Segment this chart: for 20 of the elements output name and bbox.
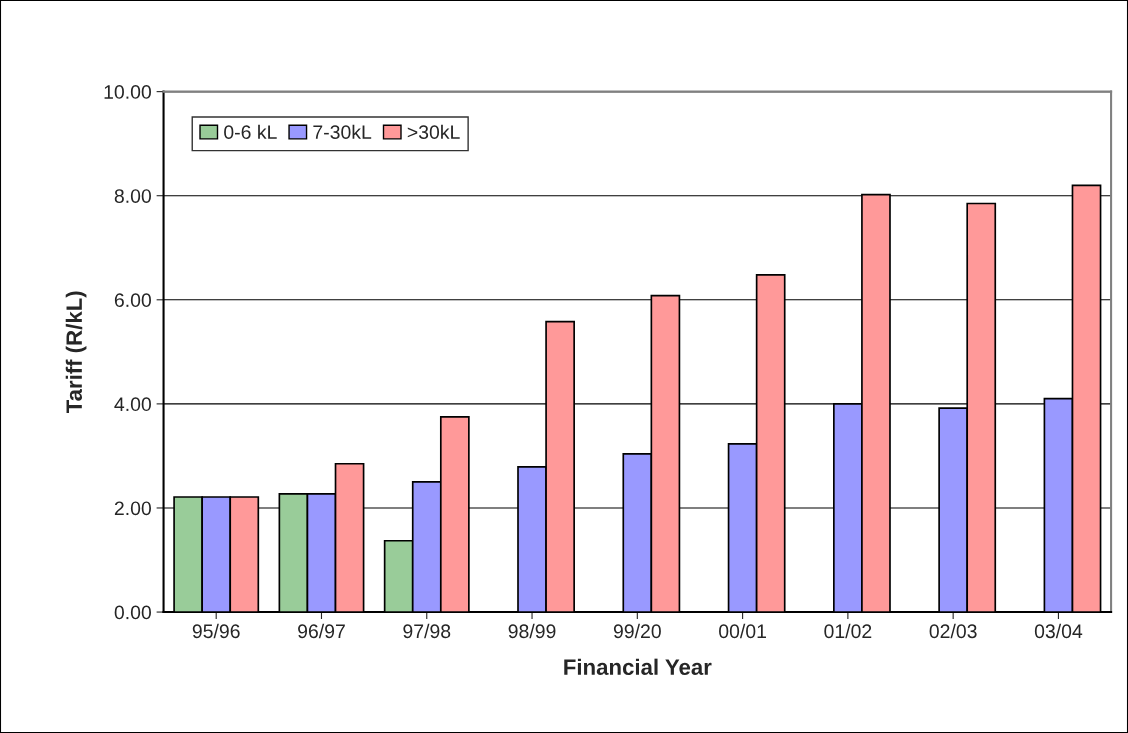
x-axis-title: Financial Year bbox=[564, 658, 712, 675]
legend-label: 0-6 kL bbox=[224, 124, 277, 140]
x-tick-label: 95/96 bbox=[192, 623, 240, 639]
x-tick-label: 00/01 bbox=[719, 623, 766, 639]
y-axis-title: Tariff (R/kL) bbox=[65, 291, 87, 414]
y-tick-label: 8.00 bbox=[114, 189, 151, 203]
x-tick-label: 03/04 bbox=[1034, 623, 1083, 639]
legend-label: 7-30kL bbox=[313, 124, 372, 140]
y-tick-label: 6.00 bbox=[114, 293, 151, 308]
y-tick-label: 2.00 bbox=[114, 501, 151, 516]
y-tick-label: 4.00 bbox=[114, 397, 151, 412]
legend-label: >30kL bbox=[407, 124, 460, 140]
y-tick-label: 10.00 bbox=[104, 85, 151, 99]
x-tick-label: 01/02 bbox=[824, 623, 872, 639]
x-tick-label: 98/99 bbox=[508, 623, 556, 639]
x-tick-label: 99/20 bbox=[613, 623, 661, 639]
x-tick-label: 96/97 bbox=[298, 623, 345, 639]
y-tick-label: 0.00 bbox=[114, 605, 151, 620]
x-tick-label: 97/98 bbox=[403, 623, 451, 639]
x-tick-label: 02/03 bbox=[929, 623, 977, 639]
